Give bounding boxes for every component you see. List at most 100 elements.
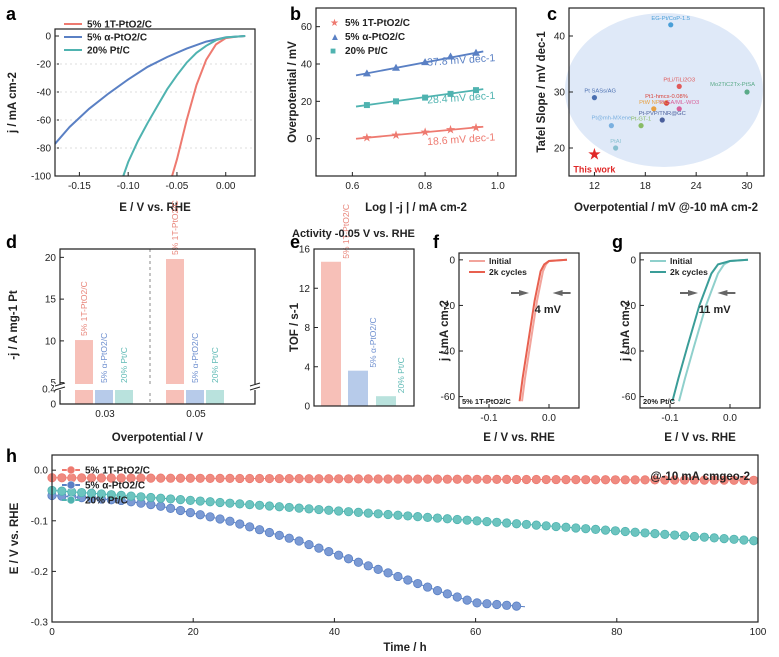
d-bar	[95, 387, 113, 404]
h-point-0	[314, 474, 324, 484]
f-xtick-label: -0.1	[480, 413, 498, 424]
a-y-axis-label: j / mA cm-2	[7, 72, 19, 134]
h-point-2	[640, 528, 650, 538]
d-xtick-label: 0.05	[186, 409, 206, 420]
h-point-2	[324, 505, 334, 515]
d-frame-upper	[59, 248, 256, 384]
g-arrow-right	[688, 290, 698, 296]
g-arrow-left	[717, 290, 728, 296]
c-point	[591, 95, 598, 101]
h-point-2	[314, 504, 324, 515]
e-ytick-label: 16	[299, 245, 311, 256]
h-point-0	[106, 473, 116, 483]
h-point-0	[571, 475, 581, 485]
h-point-0	[166, 473, 176, 483]
a-xtick-label: -0.05	[166, 181, 189, 192]
h-point-0	[699, 475, 709, 485]
h-point-2	[304, 504, 314, 514]
f-arrow-right	[519, 290, 529, 296]
h-point-0	[175, 473, 186, 483]
h-point-1	[353, 557, 364, 567]
h-frame	[51, 454, 759, 623]
h-point-0	[57, 473, 67, 483]
h-point-0	[620, 475, 630, 485]
h-point-2	[620, 526, 630, 537]
h-point-2	[126, 491, 136, 501]
h-point-2	[679, 531, 690, 541]
h-point-2	[511, 519, 522, 529]
h-point-2	[353, 507, 364, 517]
d-bar	[115, 387, 133, 404]
h-point-0	[591, 475, 601, 485]
h-point-2	[541, 521, 551, 531]
h-point-0	[610, 475, 620, 485]
panel-label-d: d	[6, 232, 17, 252]
b-point-square	[473, 87, 479, 94]
h-xtick-label: 80	[611, 627, 623, 638]
h-point-2	[472, 516, 482, 526]
h-point-1	[343, 554, 354, 564]
h-series-1-legend-label: 5% α-PtO2/C	[85, 481, 145, 492]
h-point-2	[482, 516, 492, 527]
h-point-0	[739, 475, 749, 485]
a-frame	[54, 28, 256, 177]
b-point-triangle	[362, 69, 371, 77]
h-point-0	[670, 475, 680, 485]
h-point-2	[254, 500, 265, 510]
h-point-2	[383, 509, 393, 520]
h-point-2	[166, 494, 176, 504]
c-point	[613, 145, 619, 151]
b-legend-marker-0: ★	[330, 18, 339, 29]
b-point-square	[363, 102, 370, 109]
h-point-0	[195, 473, 205, 483]
d-y-axis-label: -j / A mg-1 Pt	[8, 290, 20, 360]
h-point-0	[353, 474, 364, 484]
h-point-1	[442, 589, 452, 599]
h-point-1	[383, 568, 393, 578]
g-curve-0	[678, 258, 749, 402]
c-point-star: ★	[587, 147, 601, 164]
h-point-0	[561, 475, 571, 485]
d-bar	[75, 340, 93, 404]
a-series-2-legend-label: 20% Pt/C	[87, 46, 130, 57]
c-point	[676, 83, 682, 89]
h-point-1	[472, 598, 482, 608]
h-point-0	[116, 473, 126, 483]
e-bar-label: 5% α-PtO2/C	[368, 317, 378, 367]
h-point-2	[492, 517, 502, 527]
h-point-2	[235, 499, 245, 509]
h-point-1	[502, 600, 512, 610]
c-point	[744, 89, 750, 95]
h-point-0	[343, 474, 354, 484]
h-point-0	[640, 475, 650, 485]
h-point-0	[600, 475, 611, 485]
a-series-0-legend-label: 5% 1T-PtO2/C	[87, 20, 152, 31]
h-point-2	[245, 499, 255, 510]
h-point-0	[482, 474, 492, 484]
d-bar-label: 5% 1T-PtO2/C	[170, 200, 180, 255]
h-point-1	[264, 527, 275, 538]
f-curve-1	[518, 258, 568, 402]
h-point-0	[432, 474, 443, 484]
h-point-2	[502, 518, 512, 528]
h-xtick-label: 40	[329, 627, 341, 638]
h-point-0	[551, 474, 561, 485]
b-point-triangle	[421, 58, 430, 66]
h-point-2	[264, 501, 275, 511]
b-point-star: ★	[391, 128, 402, 142]
h-xtick-label: 20	[188, 627, 200, 638]
panel-label-g: g	[612, 232, 623, 252]
g-xtick-label: 0.0	[723, 413, 737, 424]
e-bar-label: 5% 1T-PtO2/C	[341, 204, 351, 259]
h-point-2	[106, 490, 116, 500]
h-point-0	[413, 474, 423, 484]
e-ytick-label: 12	[299, 284, 311, 295]
h-note: @-10 mA cmgeo-2	[650, 471, 750, 483]
c-point	[663, 100, 670, 106]
h-ytick-label: 0.0	[34, 466, 48, 477]
b-point-star: ★	[471, 120, 482, 134]
c-point-label: EG-Pt/CoP-1.5	[651, 16, 690, 22]
h-series-1-swatch-marker	[66, 480, 76, 490]
h-point-1	[334, 550, 344, 560]
